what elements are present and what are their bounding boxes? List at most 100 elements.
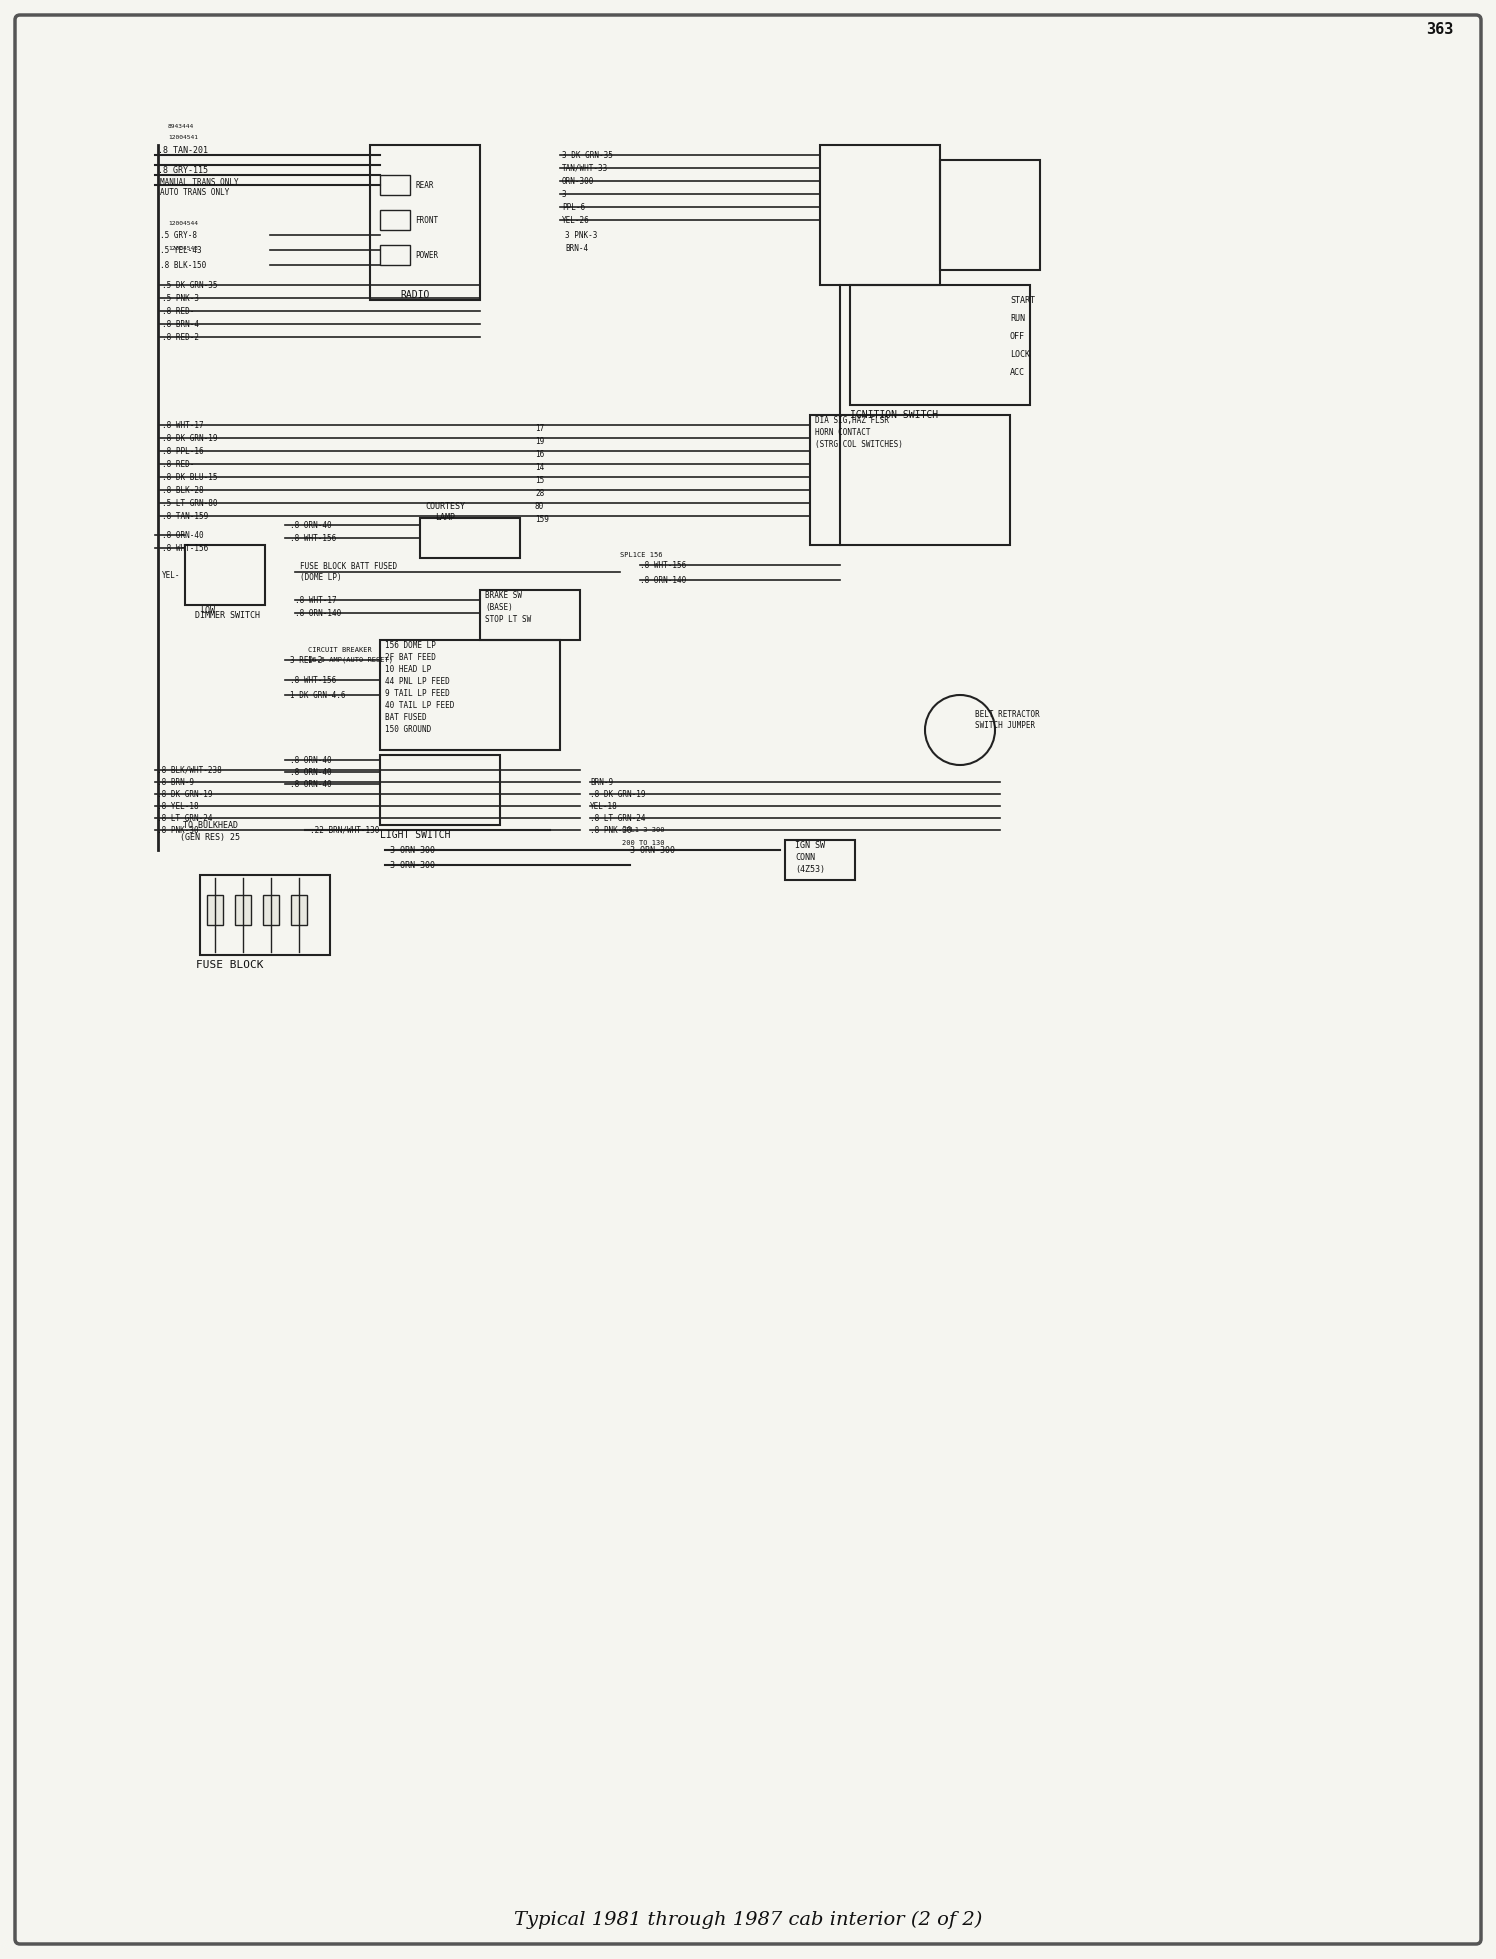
- Text: .8 DK GRN-19: .8 DK GRN-19: [589, 789, 645, 799]
- Text: (STRG COL SWITCHES): (STRG COL SWITCHES): [815, 439, 904, 449]
- Text: ORN-300: ORN-300: [562, 176, 594, 186]
- Text: .8 DK GRN-19: .8 DK GRN-19: [157, 789, 212, 799]
- Text: SPL1 3 300: SPL1 3 300: [622, 827, 664, 833]
- Text: .8 ORN-40: .8 ORN-40: [290, 521, 332, 529]
- Text: BRN-9: BRN-9: [589, 778, 613, 786]
- Text: 40 TAIL LP FEED: 40 TAIL LP FEED: [384, 701, 455, 709]
- Text: .8 PPL-16: .8 PPL-16: [162, 447, 203, 456]
- Text: .8 TAN-201: .8 TAN-201: [159, 145, 208, 155]
- Text: BRAKE SW: BRAKE SW: [485, 590, 522, 599]
- Text: .8 WHT-156: .8 WHT-156: [640, 560, 687, 570]
- Text: .5 GRY-8: .5 GRY-8: [160, 231, 197, 239]
- Text: SPL1CE 156: SPL1CE 156: [619, 552, 663, 558]
- Text: 12004543: 12004543: [168, 245, 197, 251]
- Text: ACC: ACC: [1010, 368, 1025, 376]
- Text: (GEN RES) 25: (GEN RES) 25: [180, 833, 239, 842]
- Text: HORN CONTACT: HORN CONTACT: [815, 427, 871, 437]
- Text: BELT RETRACTOR
SWITCH JUMPER: BELT RETRACTOR SWITCH JUMPER: [975, 711, 1040, 729]
- Text: PPL-6: PPL-6: [562, 202, 585, 212]
- Bar: [206, 895, 223, 925]
- Bar: [263, 895, 278, 925]
- Text: 3 ORN-300: 3 ORN-300: [390, 860, 435, 870]
- Text: DIMMER SWITCH: DIMMER SWITCH: [194, 611, 260, 619]
- Text: .8 LT GRN-24: .8 LT GRN-24: [157, 813, 212, 823]
- Bar: [480, 590, 580, 641]
- Text: 14: 14: [536, 462, 545, 472]
- Text: .8 PNK-30: .8 PNK-30: [157, 825, 199, 835]
- Bar: [380, 754, 500, 825]
- Bar: [380, 210, 410, 229]
- Text: BAT FUSED: BAT FUSED: [384, 713, 426, 721]
- Text: LOW: LOW: [200, 605, 215, 615]
- Bar: [785, 840, 856, 880]
- Text: RADIO: RADIO: [401, 290, 429, 300]
- Text: .8 WHT-156: .8 WHT-156: [162, 543, 208, 552]
- Text: YEL-26: YEL-26: [562, 215, 589, 225]
- Text: 2F BAT FEED: 2F BAT FEED: [384, 652, 435, 662]
- Text: .8 BLK-28: .8 BLK-28: [162, 486, 203, 494]
- Text: .8 GRY-115: .8 GRY-115: [159, 165, 208, 174]
- Text: 19: 19: [536, 437, 545, 445]
- Bar: [292, 895, 307, 925]
- Text: .5 LT GRN-80: .5 LT GRN-80: [162, 498, 217, 507]
- Text: LOCK: LOCK: [1010, 349, 1031, 358]
- Text: 12004541: 12004541: [168, 135, 197, 139]
- Text: CONN: CONN: [794, 852, 815, 862]
- Text: LIGHT SWITCH: LIGHT SWITCH: [380, 831, 450, 840]
- Text: 3: 3: [562, 190, 567, 198]
- Text: 16.5 AMP(AUTO RESET): 16.5 AMP(AUTO RESET): [308, 656, 393, 664]
- Text: OFF: OFF: [1010, 331, 1025, 341]
- Text: 12004544: 12004544: [168, 221, 197, 225]
- Bar: [380, 174, 410, 196]
- Text: .8 ORN-40: .8 ORN-40: [290, 756, 332, 764]
- Text: .5 PNK-3: .5 PNK-3: [162, 294, 199, 302]
- Bar: [235, 895, 251, 925]
- Text: POWER: POWER: [414, 251, 438, 259]
- Bar: [186, 545, 265, 605]
- Text: .8 BLK/WHT-238: .8 BLK/WHT-238: [157, 766, 221, 774]
- Text: FUSE BLOCK BATT FUSED
(DOME LP): FUSE BLOCK BATT FUSED (DOME LP): [301, 562, 396, 582]
- Text: 3 ORN-300: 3 ORN-300: [390, 846, 435, 854]
- Text: 3 DK GRN-35: 3 DK GRN-35: [562, 151, 613, 159]
- Text: .8 ORN-140: .8 ORN-140: [640, 576, 687, 584]
- Text: (BASE): (BASE): [485, 603, 513, 611]
- Text: 200 TO 130: 200 TO 130: [622, 840, 664, 846]
- Text: .8 WHT-17: .8 WHT-17: [162, 421, 203, 429]
- Text: COURTESY
LAMP: COURTESY LAMP: [425, 502, 465, 521]
- Text: MANUAL TRANS ONLY: MANUAL TRANS ONLY: [160, 178, 239, 186]
- Text: .8 ORN-40: .8 ORN-40: [290, 780, 332, 789]
- Text: START: START: [1010, 296, 1035, 304]
- Text: TAN/WHT-33: TAN/WHT-33: [562, 163, 609, 172]
- Text: .8 ORN-40: .8 ORN-40: [162, 531, 203, 539]
- Text: 159: 159: [536, 515, 549, 523]
- Text: .8 WHT-156: .8 WHT-156: [290, 533, 337, 543]
- Text: IGNITION SWITCH: IGNITION SWITCH: [850, 409, 938, 419]
- Text: .8 BRN-9: .8 BRN-9: [157, 778, 194, 786]
- Text: 9 TAIL LP FEED: 9 TAIL LP FEED: [384, 688, 450, 697]
- Text: 3 PNK-3: 3 PNK-3: [565, 231, 597, 239]
- Text: .8 BLK-150: .8 BLK-150: [160, 261, 206, 270]
- Text: YEL-: YEL-: [162, 570, 181, 580]
- Text: IGN SW: IGN SW: [794, 840, 824, 850]
- Text: 44 PNL LP FEED: 44 PNL LP FEED: [384, 676, 450, 686]
- Text: .22 BRN/WHT-130: .22 BRN/WHT-130: [310, 825, 380, 835]
- Text: .5 DK GRN-35: .5 DK GRN-35: [162, 280, 217, 290]
- Bar: [820, 145, 939, 284]
- Text: .8 TAN-159: .8 TAN-159: [162, 511, 208, 521]
- Text: .8 PNK-30: .8 PNK-30: [589, 825, 631, 835]
- Bar: [380, 641, 560, 750]
- Bar: [380, 245, 410, 264]
- Bar: [370, 145, 480, 300]
- Text: Typical 1981 through 1987 cab interior (2 of 2): Typical 1981 through 1987 cab interior (…: [513, 1910, 983, 1930]
- Text: .8 DK BLU-15: .8 DK BLU-15: [162, 472, 217, 482]
- Bar: [850, 284, 1031, 406]
- Bar: [809, 415, 1010, 545]
- Text: RUN: RUN: [1010, 313, 1025, 323]
- Text: .8 WHT-17: .8 WHT-17: [295, 596, 337, 605]
- Bar: [420, 517, 521, 558]
- Text: 1 DK GRN-4.6: 1 DK GRN-4.6: [290, 690, 346, 699]
- Text: .8 WHT-156: .8 WHT-156: [290, 676, 337, 684]
- Text: 8943444: 8943444: [168, 123, 194, 129]
- Text: YEL-18: YEL-18: [589, 801, 618, 811]
- Bar: [939, 161, 1040, 270]
